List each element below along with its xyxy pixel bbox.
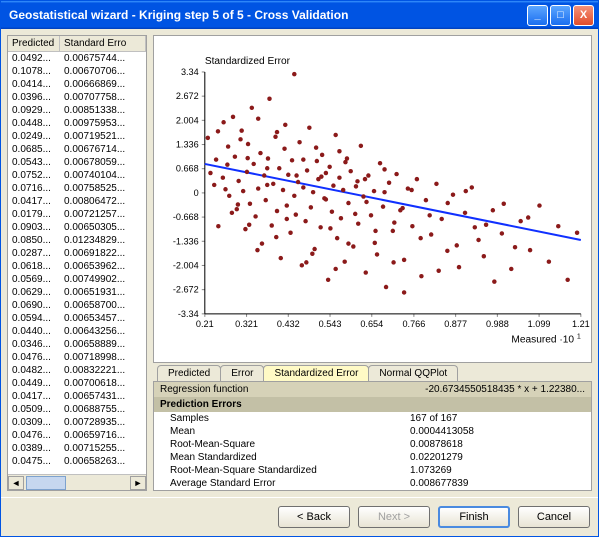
table-row[interactable]: 0.0594...0.00653457... [8, 312, 146, 325]
prediction-errors-header: Prediction Errors [154, 397, 591, 412]
info-row: Mean Standardized0.02201279 [154, 451, 591, 464]
regression-value: -20.6734550518435 * x + 1.22380... [425, 384, 585, 395]
svg-text:0: 0 [194, 188, 199, 198]
table-row[interactable]: 0.0417...0.00806472... [8, 195, 146, 208]
close-button[interactable]: X [573, 5, 594, 26]
info-row: Samples167 of 167 [154, 412, 591, 425]
svg-text:-1.336: -1.336 [173, 236, 199, 246]
titlebar: Geostatistical wizard - Kriging step 5 o… [1, 1, 598, 29]
table-row[interactable]: 0.0414...0.00666869... [8, 78, 146, 91]
table-row[interactable]: 0.0309...0.00728935... [8, 416, 146, 429]
info-panel: Regression function -20.6734550518435 * … [153, 381, 592, 491]
info-row: Average Standard Error0.008677839 [154, 477, 591, 490]
scroll-left-icon[interactable]: ◄ [8, 476, 24, 490]
svg-text:0.988: 0.988 [486, 319, 509, 329]
table-row[interactable]: 0.0629...0.00651931... [8, 286, 146, 299]
col-predicted[interactable]: Predicted [8, 36, 60, 51]
svg-text:1.21: 1.21 [572, 319, 590, 329]
scroll-thumb[interactable] [26, 476, 66, 490]
table-row[interactable]: 0.0476...0.00659716... [8, 429, 146, 442]
svg-text:Measured ·10 1: Measured ·10 1 [511, 332, 580, 345]
table-row[interactable]: 0.0476...0.00718998... [8, 351, 146, 364]
regression-row: Regression function -20.6734550518435 * … [154, 382, 591, 397]
right-panel: Standardized Error -3.34 -2.672 -2.004 -1.33… [153, 35, 592, 491]
svg-text:1.099: 1.099 [528, 319, 551, 329]
svg-text:0.654: 0.654 [360, 319, 383, 329]
svg-text:-2.672: -2.672 [173, 285, 199, 295]
svg-text:0.877: 0.877 [444, 319, 467, 329]
table-row[interactable]: 0.0475...0.00658263... [8, 455, 146, 468]
chart-area: Standardized Error -3.34 -2.672 -2.004 -1.33… [153, 35, 592, 363]
table-header: Predicted Standard Erro [8, 36, 146, 52]
table-row[interactable]: 0.0389...0.00715255... [8, 442, 146, 455]
table-row[interactable]: 0.0569...0.00749902... [8, 273, 146, 286]
next-button: Next > [358, 506, 430, 528]
scatter-chart: Standardized Error -3.34 -2.672 -2.004 -1.33… [154, 36, 591, 362]
table-row[interactable]: 0.0850...0.01234829... [8, 234, 146, 247]
scroll-right-icon[interactable]: ► [130, 476, 146, 490]
table-row[interactable]: 0.0249...0.00719521... [8, 130, 146, 143]
info-row: Root-Mean-Square0.00878618 [154, 438, 591, 451]
svg-text:2.672: 2.672 [176, 91, 199, 101]
window: Geostatistical wizard - Kriging step 5 o… [0, 0, 599, 537]
table-row[interactable]: 0.0492...0.00675744... [8, 52, 146, 65]
svg-text:1.336: 1.336 [176, 140, 199, 150]
minimize-button[interactable]: _ [527, 5, 548, 26]
chart-tabs: PredictedErrorStandardized ErrorNormal Q… [153, 365, 592, 381]
back-button[interactable]: < Back [278, 506, 350, 528]
tab-standardized-error[interactable]: Standardized Error [263, 365, 369, 381]
tab-error[interactable]: Error [220, 365, 264, 381]
window-title: Geostatistical wizard - Kriging step 5 o… [9, 8, 525, 22]
svg-text:0.668: 0.668 [176, 164, 199, 174]
table-row[interactable]: 0.0396...0.00707758... [8, 91, 146, 104]
data-table: Predicted Standard Erro 0.0492...0.00675… [7, 35, 147, 491]
svg-text:-0.668: -0.668 [173, 212, 199, 222]
table-row[interactable]: 0.0449...0.00700618... [8, 377, 146, 390]
table-body[interactable]: 0.0492...0.00675744...0.1078...0.0067070… [8, 52, 146, 474]
svg-text:-3.34: -3.34 [178, 309, 199, 319]
table-row[interactable]: 0.0618...0.00653962... [8, 260, 146, 273]
svg-text:Standardized Error: Standardized Error [205, 56, 291, 67]
footer: < Back Next > Finish Cancel [1, 497, 598, 536]
content-area: Predicted Standard Erro 0.0492...0.00675… [1, 29, 598, 497]
table-row[interactable]: 0.0448...0.00975953... [8, 117, 146, 130]
svg-text:3.34: 3.34 [181, 67, 199, 77]
svg-text:0.432: 0.432 [277, 319, 300, 329]
info-row: Mean0.0004413058 [154, 425, 591, 438]
table-row[interactable]: 0.0543...0.00678059... [8, 156, 146, 169]
svg-text:0.766: 0.766 [402, 319, 425, 329]
table-row[interactable]: 0.0346...0.00658889... [8, 338, 146, 351]
svg-text:0.543: 0.543 [319, 319, 342, 329]
table-row[interactable]: 0.0417...0.00657431... [8, 390, 146, 403]
tab-normal-qqplot[interactable]: Normal QQPlot [368, 365, 458, 381]
table-row[interactable]: 0.0287...0.00691822... [8, 247, 146, 260]
table-row[interactable]: 0.0752...0.00740104... [8, 169, 146, 182]
table-row[interactable]: 0.0929...0.00851338... [8, 104, 146, 117]
info-row: Root-Mean-Square Standardized1.073269 [154, 464, 591, 477]
col-stderror[interactable]: Standard Erro [60, 36, 146, 51]
h-scrollbar[interactable]: ◄ ► [8, 474, 146, 490]
table-row[interactable]: 0.0685...0.00676714... [8, 143, 146, 156]
svg-text:2.004: 2.004 [176, 115, 199, 125]
table-row[interactable]: 0.0903...0.00650305... [8, 221, 146, 234]
table-row[interactable]: 0.1078...0.00670706... [8, 65, 146, 78]
table-row[interactable]: 0.0509...0.00688755... [8, 403, 146, 416]
cancel-button[interactable]: Cancel [518, 506, 590, 528]
svg-text:-2.004: -2.004 [173, 261, 199, 271]
finish-button[interactable]: Finish [438, 506, 510, 528]
svg-text:0.321: 0.321 [235, 319, 258, 329]
table-row[interactable]: 0.0482...0.00832221... [8, 364, 146, 377]
table-row[interactable]: 0.0690...0.00658700... [8, 299, 146, 312]
maximize-button[interactable]: □ [550, 5, 571, 26]
tab-predicted[interactable]: Predicted [157, 365, 221, 381]
table-row[interactable]: 0.0716...0.00758525... [8, 182, 146, 195]
table-row[interactable]: 0.0440...0.00643256... [8, 325, 146, 338]
regression-label: Regression function [160, 384, 425, 395]
svg-text:0.21: 0.21 [196, 319, 214, 329]
table-row[interactable]: 0.0179...0.00721257... [8, 208, 146, 221]
